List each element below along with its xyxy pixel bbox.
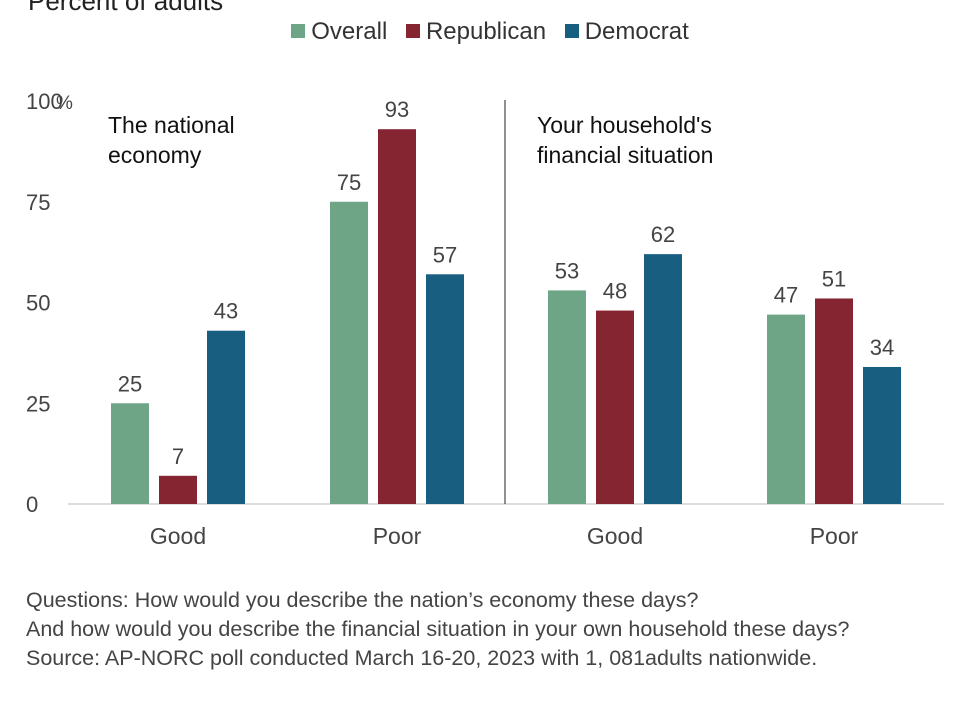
- bar-democrat: [426, 274, 464, 504]
- bar-value-label: 75: [337, 170, 361, 195]
- legend-swatch-democrat: [564, 24, 579, 38]
- y-tick-label: 100: [26, 89, 63, 114]
- y-axis-unit: %: [56, 93, 73, 114]
- bar-value-label: 62: [651, 222, 675, 247]
- legend-item-overall: Overall: [291, 18, 387, 46]
- bar-value-label: 25: [118, 371, 142, 396]
- footnote-question-1: Questions: How would you describe the na…: [26, 588, 699, 612]
- bar-republican: [378, 129, 416, 504]
- footnote-source: Source: AP-NORC poll conducted March 16-…: [26, 646, 818, 670]
- chart-legend: Overall Republican Democrat: [0, 18, 980, 46]
- panel-label-household-finances: Your household's financial situation: [537, 112, 714, 168]
- bar-value-label: 47: [774, 283, 798, 308]
- legend-item-democrat: Democrat: [564, 18, 689, 46]
- bar-value-label: 43: [214, 299, 238, 324]
- x-category-label: Good: [150, 523, 206, 549]
- bar-overall: [111, 403, 149, 504]
- bar-value-label: 93: [385, 97, 409, 122]
- legend-label-overall: Overall: [311, 18, 388, 45]
- y-tick-label: 0: [26, 492, 38, 517]
- y-tick-label: 50: [26, 291, 50, 316]
- bar-overall: [767, 314, 805, 504]
- bar-value-label: 48: [603, 279, 627, 304]
- bar-value-label: 7: [172, 444, 184, 469]
- legend-swatch-republican: [405, 24, 420, 38]
- legend-swatch-overall: [291, 24, 306, 38]
- legend-item-republican: Republican: [405, 18, 547, 46]
- legend-label-republican: Republican: [425, 18, 547, 45]
- panel-label-national-economy: The national economy: [108, 112, 235, 168]
- bar-democrat: [207, 330, 245, 504]
- bar-value-label: 34: [870, 335, 894, 360]
- bar-republican: [159, 475, 197, 504]
- x-category-label: Poor: [373, 523, 422, 549]
- y-tick-label: 75: [26, 190, 50, 215]
- chart-subtitle: Percent of adults: [28, 0, 224, 16]
- bar-overall: [548, 290, 586, 504]
- x-category-label: Good: [587, 523, 643, 549]
- bar-republican: [596, 310, 634, 504]
- bar-democrat: [863, 366, 901, 504]
- chart-footnote: Questions: How would you describe the na…: [26, 586, 850, 673]
- y-tick-label: 25: [26, 391, 50, 416]
- bar-chart: 0 25 50 75 100% 25 7 43 Good 75 93 57 Poor 53 48 62 Good…: [26, 89, 944, 549]
- x-category-label: Poor: [810, 523, 859, 549]
- bar-republican: [815, 298, 853, 504]
- bar-value-label: 53: [555, 258, 579, 283]
- bar-overall: [330, 201, 368, 504]
- bar-value-label: 57: [433, 242, 457, 267]
- footnote-question-2: And how would you describe the financial…: [26, 617, 850, 641]
- legend-label-democrat: Democrat: [584, 18, 689, 45]
- bar-value-label: 51: [822, 266, 846, 291]
- bar-democrat: [644, 254, 682, 504]
